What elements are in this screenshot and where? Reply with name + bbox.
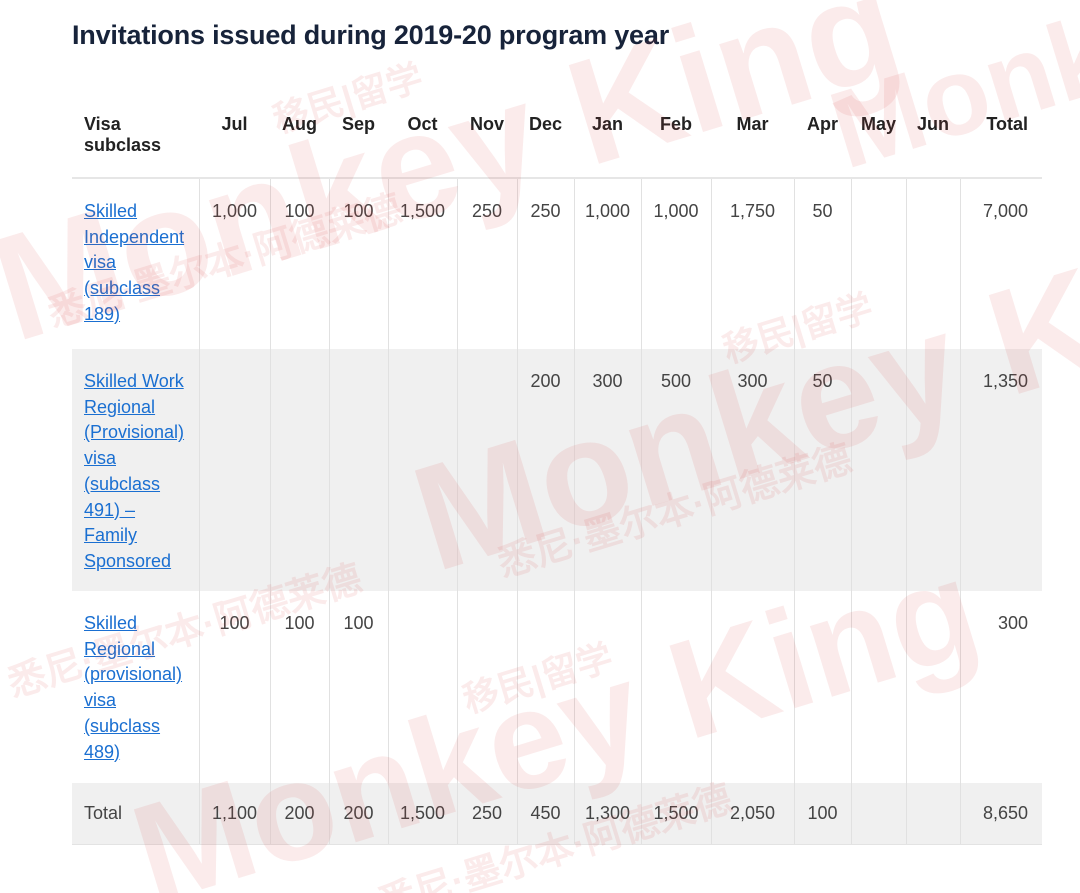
grand-total-cell: 8,650 — [960, 783, 1042, 845]
total-value-cell: 100 — [794, 783, 852, 845]
header-mar: Mar — [711, 100, 794, 179]
value-cell: 500 — [641, 349, 712, 591]
page-title: Invitations issued during 2019-20 progra… — [72, 20, 669, 50]
value-cell: 100 — [199, 591, 271, 783]
total-value-cell: 250 — [457, 783, 518, 845]
total-value-cell: 1,500 — [641, 783, 712, 845]
value-cell — [517, 591, 575, 783]
header-total: Total — [960, 100, 1042, 179]
value-cell — [794, 591, 852, 783]
table-row-subclass-489: Skilled Regional (provisional) visa (sub… — [72, 591, 1042, 783]
value-cell: 100 — [270, 178, 330, 349]
table-total-row: Total 1,100 200 200 1,500 250 450 1,300 … — [72, 783, 1042, 845]
header-visa-subclass: Visa subclass — [72, 100, 199, 179]
value-cell: 250 — [457, 178, 518, 349]
value-cell — [711, 591, 795, 783]
header-jun: Jun — [906, 100, 960, 179]
value-cell — [906, 178, 961, 349]
header-jul: Jul — [199, 100, 270, 179]
header-may: May — [851, 100, 906, 179]
header-aug: Aug — [270, 100, 329, 179]
value-cell: 100 — [329, 178, 389, 349]
total-value-cell — [851, 783, 907, 845]
value-cell: 50 — [794, 178, 852, 349]
value-cell — [574, 591, 642, 783]
total-cell: 7,000 — [982, 201, 1028, 221]
table-row-subclass-491: Skilled Work Regional (Provisional) visa… — [72, 349, 1042, 591]
value-cell — [329, 349, 389, 591]
value-cell: 300 — [711, 349, 795, 591]
total-value-cell: 200 — [270, 783, 330, 845]
value-cell: 1,000 — [574, 178, 642, 349]
visa-link-subclass-189[interactable]: Skilled Independent visa (subclass 189) — [84, 201, 185, 324]
visa-link-subclass-489[interactable]: Skilled Regional (provisional) visa (sub… — [84, 613, 183, 762]
value-cell — [851, 591, 907, 783]
value-cell: 100 — [270, 591, 330, 783]
value-cell: 200 — [517, 349, 575, 591]
visa-link-subclass-491[interactable]: Skilled Work Regional (Provisional) visa… — [84, 371, 185, 571]
visa-cell: Skilled Independent visa (subclass 189) — [72, 178, 200, 349]
header-apr: Apr — [794, 100, 851, 179]
visa-cell: Skilled Regional (provisional) visa (sub… — [72, 591, 200, 783]
total-value-cell: 2,050 — [711, 783, 795, 845]
value-cell — [457, 591, 518, 783]
value-cell: 1,000 — [199, 178, 271, 349]
total-value-cell — [906, 783, 961, 845]
header-sep: Sep — [329, 100, 388, 179]
value-cell: 250 — [517, 178, 575, 349]
total-cell: 1,350 — [960, 349, 1042, 591]
value-cell: 50 — [794, 349, 852, 591]
value-cell — [457, 349, 518, 591]
total-value-cell: 200 — [329, 783, 389, 845]
value-cell — [906, 591, 961, 783]
value-cell — [388, 591, 458, 783]
header-dec: Dec — [517, 100, 574, 179]
table-header-row: Visa subclass Jul Aug Sep Oct Nov Dec Ja… — [72, 100, 1042, 179]
total-cell: 300 — [997, 613, 1028, 633]
value-cell: 100 — [329, 591, 389, 783]
value-cell — [270, 349, 330, 591]
value-cell — [906, 349, 961, 591]
header-feb: Feb — [641, 100, 711, 179]
value-cell: 1,750 — [711, 178, 795, 349]
value-cell: 300 — [574, 349, 642, 591]
header-jan: Jan — [574, 100, 641, 179]
value-cell: 1,000 — [641, 178, 712, 349]
value-cell — [388, 349, 458, 591]
total-value-cell: 450 — [517, 783, 575, 845]
total-value-cell: 1,300 — [574, 783, 642, 845]
invitations-table: Visa subclass Jul Aug Sep Oct Nov Dec Ja… — [72, 100, 1042, 845]
visa-cell: Skilled Work Regional (Provisional) visa… — [72, 349, 200, 591]
total-value-cell: 1,500 — [388, 783, 458, 845]
header-oct: Oct — [388, 100, 457, 179]
value-cell — [851, 349, 907, 591]
table-row-subclass-189: Skilled Independent visa (subclass 189) … — [72, 178, 1042, 349]
value-cell — [199, 349, 271, 591]
total-label: Total — [72, 783, 200, 845]
value-cell — [641, 591, 712, 783]
header-nov: Nov — [457, 100, 517, 179]
value-cell — [851, 178, 907, 349]
value-cell: 1,500 — [388, 178, 458, 349]
total-value-cell: 1,100 — [199, 783, 271, 845]
